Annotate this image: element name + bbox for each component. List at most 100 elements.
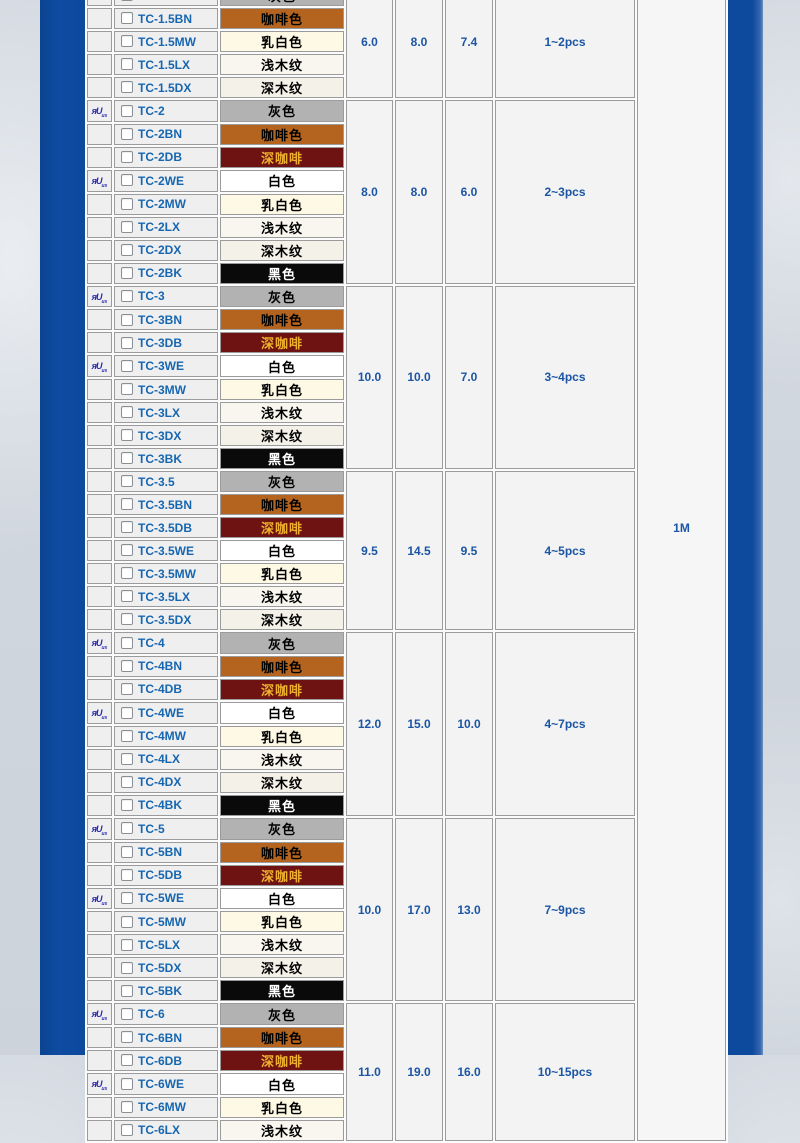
- product-checkbox[interactable]: [121, 128, 133, 141]
- product-code: TC-5DX: [138, 960, 182, 975]
- table-row: TC-5DB 深咖啡: [87, 864, 726, 886]
- dimension-cell: 6.0: [346, 0, 393, 98]
- color-label: 浅木纹: [260, 406, 303, 422]
- product-checkbox[interactable]: [121, 915, 133, 928]
- product-checkbox[interactable]: [121, 406, 133, 419]
- ul-mark-cell: [87, 655, 112, 677]
- table-row: ᴙUus TC-4WE 白色: [87, 701, 726, 724]
- product-checkbox[interactable]: [121, 0, 133, 2]
- product-checkbox[interactable]: [121, 567, 133, 580]
- product-checkbox[interactable]: [121, 290, 133, 303]
- product-code: TC-3: [138, 289, 165, 304]
- product-code: TC-4BK: [138, 798, 182, 813]
- product-checkbox[interactable]: [121, 730, 133, 743]
- product-checkbox[interactable]: [121, 1077, 133, 1090]
- color-label: 深咖啡: [260, 150, 303, 166]
- ul-mark-cell: [87, 1050, 112, 1072]
- product-checkbox[interactable]: [121, 151, 133, 164]
- color-label: 咖啡色: [260, 498, 303, 514]
- product-code-cell: TC-3.5LX: [114, 586, 218, 608]
- product-checkbox[interactable]: [121, 220, 133, 233]
- product-checkbox[interactable]: [121, 590, 133, 603]
- product-checkbox[interactable]: [121, 360, 133, 373]
- table-row: TC-3.5MW 乳白色: [87, 563, 726, 585]
- product-checkbox[interactable]: [121, 660, 133, 673]
- product-code: TC-3WE: [138, 359, 184, 374]
- product-code-cell: TC-6WE: [114, 1073, 218, 1095]
- product-checkbox[interactable]: [121, 58, 133, 71]
- product-checkbox[interactable]: [121, 1008, 133, 1021]
- product-code-cell: TC-4: [114, 632, 218, 654]
- ul-mark-cell: [87, 216, 112, 238]
- product-checkbox[interactable]: [121, 81, 133, 94]
- product-checkbox[interactable]: [121, 197, 133, 210]
- dimension-cell: 7.0: [445, 285, 493, 470]
- product-checkbox[interactable]: [121, 868, 133, 881]
- product-code: TC-4DX: [138, 775, 182, 790]
- color-label: 黑色: [267, 266, 296, 282]
- product-checkbox[interactable]: [121, 544, 133, 557]
- product-checkbox[interactable]: [121, 243, 133, 256]
- product-checkbox[interactable]: [121, 683, 133, 696]
- product-code: TC-6: [138, 1007, 165, 1022]
- product-checkbox[interactable]: [121, 475, 133, 488]
- product-checkbox[interactable]: [121, 938, 133, 951]
- product-code: TC-3.5WE: [138, 543, 195, 558]
- dimension-cell: 10.0: [445, 632, 493, 816]
- product-checkbox[interactable]: [121, 452, 133, 465]
- table-row: TC-3DB 深咖啡: [87, 332, 726, 354]
- product-checkbox[interactable]: [121, 892, 133, 905]
- product-checkbox[interactable]: [121, 706, 133, 719]
- product-checkbox[interactable]: [121, 1124, 133, 1137]
- product-checkbox[interactable]: [121, 845, 133, 858]
- product-checkbox[interactable]: [121, 12, 133, 25]
- color-label: 白色: [267, 706, 296, 722]
- capacity-cell: 1~2pcs: [495, 0, 635, 98]
- product-code-cell: TC-3.5BN: [114, 494, 218, 516]
- table-row: TC-6BN 咖啡色: [87, 1027, 726, 1049]
- table-row: TC-3MW 乳白色: [87, 379, 726, 401]
- product-checkbox[interactable]: [121, 1031, 133, 1044]
- product-checkbox[interactable]: [121, 1101, 133, 1114]
- product-checkbox[interactable]: [121, 429, 133, 442]
- product-checkbox[interactable]: [121, 313, 133, 326]
- ul-mark-icon: ᴙUus: [91, 893, 108, 907]
- capacity-cell: 4~5pcs: [495, 471, 635, 631]
- product-checkbox[interactable]: [121, 383, 133, 396]
- color-label: 浅木纹: [260, 58, 303, 73]
- ul-mark-cell: [87, 471, 112, 493]
- color-label: 灰色: [268, 0, 296, 4]
- table-row: ᴙUus TC-5 灰色 10.0 17.0 13.0 7~9pcs: [87, 817, 726, 1002]
- table-row: TC-2DB 深咖啡: [87, 146, 726, 168]
- product-checkbox[interactable]: [121, 984, 133, 997]
- color-label: 乳白色: [260, 729, 303, 745]
- product-checkbox[interactable]: [121, 174, 133, 187]
- product-checkbox[interactable]: [121, 1054, 133, 1067]
- color-label: 深木纹: [260, 775, 303, 791]
- ul-mark-cell: ᴙUus: [87, 285, 112, 308]
- dimension-cell: 8.0: [346, 100, 393, 284]
- color-swatch-cell: 咖啡色: [220, 123, 344, 145]
- product-checkbox[interactable]: [121, 822, 133, 835]
- product-checkbox[interactable]: [121, 776, 133, 789]
- product-checkbox[interactable]: [121, 104, 133, 117]
- ul-mark-cell: [87, 563, 112, 585]
- product-checkbox[interactable]: [121, 799, 133, 812]
- product-checkbox[interactable]: [121, 613, 133, 626]
- ul-mark-cell: ᴙUus: [87, 1073, 112, 1095]
- product-checkbox[interactable]: [121, 498, 133, 511]
- color-swatch-cell: 灰色: [220, 100, 344, 122]
- product-checkbox[interactable]: [121, 961, 133, 974]
- product-code-cell: TC-6BN: [114, 1027, 218, 1049]
- product-code-cell: TC-1.5MW: [114, 31, 218, 52]
- table-row: TC-3LX 浅木纹: [87, 402, 726, 424]
- product-checkbox[interactable]: [121, 753, 133, 766]
- table-row: TC-3.5BN 咖啡色: [87, 494, 726, 516]
- product-checkbox[interactable]: [121, 266, 133, 279]
- product-checkbox[interactable]: [121, 35, 133, 48]
- product-code: TC-3.5DB: [138, 520, 193, 535]
- product-checkbox[interactable]: [121, 521, 133, 534]
- table-row: TC-2DX 深木纹: [87, 239, 726, 261]
- product-checkbox[interactable]: [121, 336, 133, 349]
- product-checkbox[interactable]: [121, 636, 133, 649]
